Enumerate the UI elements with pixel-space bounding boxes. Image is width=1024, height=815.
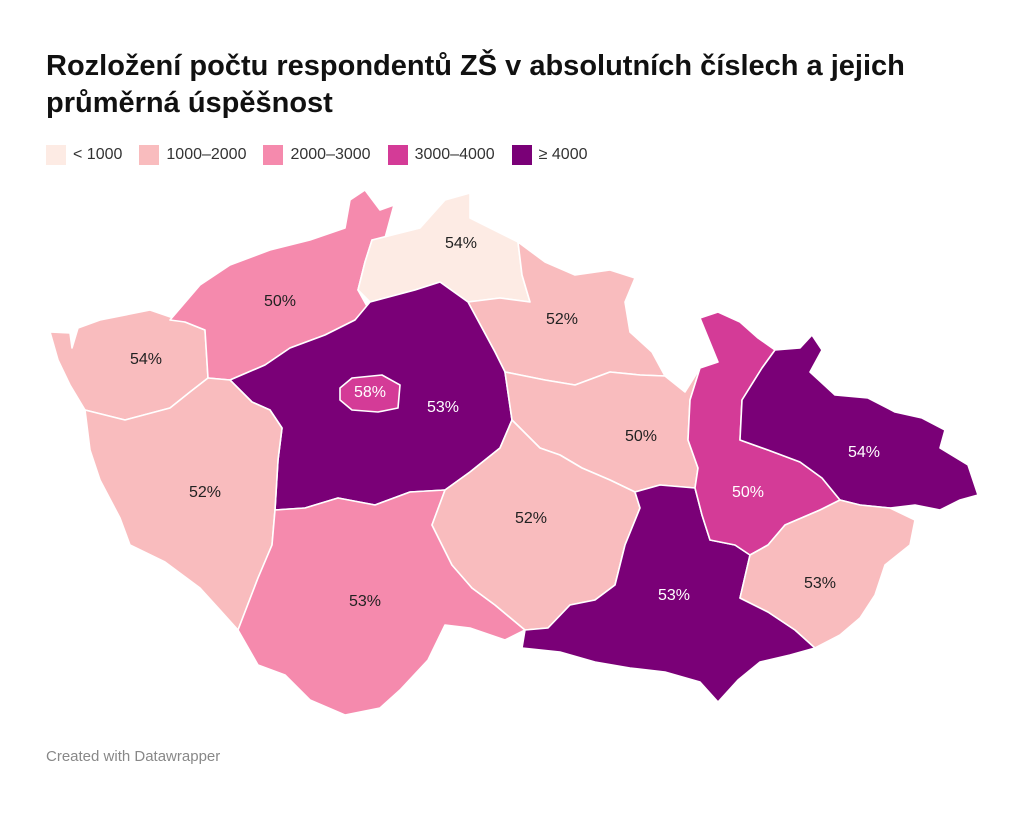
region-jihocesky[interactable]: 53%: [237, 489, 526, 716]
footer-credit: Created with Datawrapper: [46, 748, 221, 765]
region-moravskoslezsky[interactable]: 54%: [739, 334, 979, 511]
region-shape[interactable]: [739, 499, 916, 649]
legend-swatch: [387, 145, 408, 165]
region-label: 53%: [349, 593, 381, 610]
region-shape[interactable]: [739, 334, 979, 511]
region-label: 52%: [515, 510, 547, 527]
region-label: 52%: [546, 311, 578, 328]
legend-item-4: 3000–4000: [387, 145, 495, 165]
region-label: 54%: [445, 235, 477, 252]
region-shape[interactable]: [237, 489, 526, 716]
legend-item-5: ≥ 4000: [511, 145, 588, 165]
region-praha[interactable]: 58%: [339, 374, 401, 413]
legend-item-1: < 1000: [46, 145, 122, 165]
legend-item-3: 2000–3000: [263, 145, 371, 165]
legend-label: 1000–2000: [166, 146, 247, 163]
region-label: 54%: [848, 444, 880, 461]
region-label: 50%: [732, 484, 764, 501]
region-label: 50%: [625, 428, 657, 445]
region-label: 52%: [189, 484, 221, 501]
legend-label: 2000–3000: [290, 146, 371, 163]
region-zlinsky[interactable]: 53%: [739, 499, 916, 649]
region-label: 50%: [264, 293, 296, 310]
region-label: 53%: [427, 399, 459, 416]
legend-swatch: [263, 145, 284, 165]
region-label: 53%: [658, 587, 690, 604]
legend-label: 3000–4000: [414, 146, 495, 163]
region-label: 53%: [804, 575, 836, 592]
legend: < 1000 1000–2000 2000–3000 3000–4000 ≥ 4…: [46, 145, 605, 165]
legend-swatch: [139, 145, 160, 165]
legend-item-2: 1000–2000: [139, 145, 246, 165]
legend-label: ≥ 4000: [538, 146, 588, 163]
legend-label: < 1000: [73, 146, 123, 163]
region-liberecky[interactable]: 54%: [357, 192, 531, 303]
legend-swatch: [511, 145, 532, 165]
region-shape[interactable]: [339, 374, 401, 413]
chart-title: Rozložení počtu respondentů ZŠ v absolut…: [46, 50, 905, 119]
region-plzensky[interactable]: 52%: [84, 377, 283, 631]
region-label: 58%: [354, 384, 386, 401]
legend-swatch: [46, 145, 66, 165]
region-label: 54%: [130, 351, 162, 368]
